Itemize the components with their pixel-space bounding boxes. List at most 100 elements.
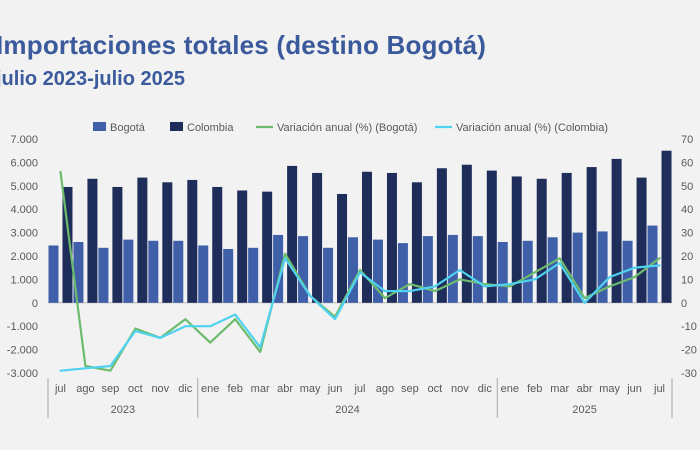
axes: -3.000 -2.000 -1.000 0 1.000 2.000 3.000 4.000 5… — [7, 134, 697, 380]
bar-bogota — [472, 236, 483, 303]
bar-colombia — [212, 186, 223, 303]
legend-label: Bogotá — [110, 122, 146, 134]
x-tick-label: dic — [178, 383, 193, 395]
y-left-tick-label: 2.000 — [10, 251, 38, 263]
bar-colombia — [237, 190, 248, 303]
x-tick-label: jul — [353, 383, 365, 395]
x-tick-label: oct — [128, 383, 143, 395]
bar-colombia — [586, 167, 597, 303]
x-tick-label: sep — [401, 383, 419, 395]
bar-bogota — [273, 234, 284, 303]
bar-colombia — [436, 168, 447, 303]
bar-colombia — [636, 177, 647, 303]
bar-colombia — [362, 171, 372, 303]
y-left-tick-label: -1.000 — [7, 321, 38, 333]
bar-bogota — [323, 247, 334, 303]
bar-colombia — [511, 176, 522, 303]
x-tick-label: may — [300, 383, 321, 395]
legend-swatch — [93, 122, 106, 131]
x-tick-label: nov — [151, 383, 169, 395]
y-right-tick-label: 30 — [681, 228, 693, 240]
y-left-tick-label: 5.000 — [10, 181, 38, 193]
bar-colombia — [611, 158, 622, 303]
bar-colombia — [162, 182, 173, 303]
y-right-tick-label: -10 — [681, 321, 697, 333]
y-left-tick-label: 6.000 — [10, 157, 38, 169]
y-right-tick-label: 70 — [681, 134, 693, 146]
x-tick-label: jun — [327, 383, 343, 395]
year-label: 2025 — [572, 404, 596, 416]
legend-label: Colombia — [187, 122, 234, 134]
bar-bogota — [298, 236, 309, 303]
x-tick-label: may — [599, 383, 620, 395]
bar-bogota — [397, 243, 408, 303]
y-left-tick-label: 7.000 — [10, 134, 38, 146]
legend-swatch — [170, 122, 183, 131]
x-tick-label: oct — [428, 383, 443, 395]
bar-colombia — [337, 193, 348, 303]
bar-bogota — [547, 237, 558, 303]
line-variacion-colombia — [59, 257, 661, 372]
bar-colombia — [561, 172, 572, 303]
bar-colombia — [187, 179, 198, 303]
y-right-tick-label: -30 — [681, 368, 697, 380]
x-tick-label: sep — [102, 383, 120, 395]
year-label: 2023 — [111, 404, 135, 416]
bar-colombia — [536, 178, 547, 303]
y-left-tick-label: -2.000 — [7, 345, 38, 357]
legend: Bogotá Colombia Variación anual (%) (Bogot… — [93, 122, 608, 134]
y-right-tick-label: 20 — [681, 251, 693, 263]
x-axis: jul ago sep oct nov dic ene feb mar abr may jun jul a… — [47, 378, 673, 418]
y-right-tick-label: 40 — [681, 204, 693, 216]
bar-bogota — [148, 240, 159, 303]
bar-bogota — [248, 247, 259, 303]
bar-bogota — [447, 234, 458, 303]
x-tick-label: nov — [451, 383, 469, 395]
x-tick-label: feb — [527, 383, 542, 395]
y-right-tick-label: -20 — [681, 345, 697, 357]
y-right-tick-label: 60 — [681, 157, 693, 169]
x-tick-label: dic — [478, 383, 493, 395]
bar-colombia — [661, 150, 672, 303]
bar-bogota — [173, 240, 184, 303]
y-left-tick-label: 3.000 — [10, 228, 38, 240]
bar-bogota — [597, 231, 608, 303]
x-tick-label: ago — [76, 383, 94, 395]
y-left-tick-label: 0 — [32, 298, 38, 310]
bar-bogota — [98, 247, 109, 303]
bar-bogota — [572, 232, 583, 303]
y-left-tick-label: 1.000 — [10, 274, 38, 286]
x-tick-label: abr — [577, 383, 593, 395]
bar-colombia — [461, 164, 472, 303]
bar-colombia — [112, 186, 123, 303]
bar-colombia — [312, 172, 323, 303]
legend-label: Variación anual (%) (Bogotá) — [277, 122, 417, 134]
bar-colombia — [262, 191, 273, 303]
bar-bogota — [497, 241, 508, 303]
y-right-tick-label: 0 — [681, 298, 687, 310]
x-tick-label: ene — [201, 383, 219, 395]
x-tick-label: abr — [277, 383, 293, 395]
x-tick-label: mar — [550, 383, 569, 395]
bar-bogota — [372, 239, 383, 303]
x-tick-label: ene — [501, 383, 519, 395]
legend-label: Variación anual (%) (Colombia) — [456, 122, 608, 134]
year-label: 2024 — [335, 404, 359, 416]
x-tick-label: ago — [376, 383, 394, 395]
bar-colombia — [87, 178, 98, 303]
x-tick-label: jun — [626, 383, 642, 395]
lines — [59, 170, 661, 372]
x-tick-label: jul — [54, 383, 66, 395]
bar-bogota — [348, 237, 358, 303]
x-tick-label: mar — [251, 383, 270, 395]
bar-colombia — [287, 165, 298, 303]
y-right-tick-label: 10 — [681, 274, 693, 286]
bar-bogota — [522, 240, 533, 303]
y-right-tick-label: 50 — [681, 181, 693, 193]
y-left-tick-label: 4.000 — [10, 204, 38, 216]
bar-bogota — [622, 240, 633, 303]
chart-title: Importaciones totales (destino Bogotá) — [0, 30, 487, 60]
bar-bogota — [73, 241, 84, 303]
x-tick-label: jul — [653, 383, 665, 395]
